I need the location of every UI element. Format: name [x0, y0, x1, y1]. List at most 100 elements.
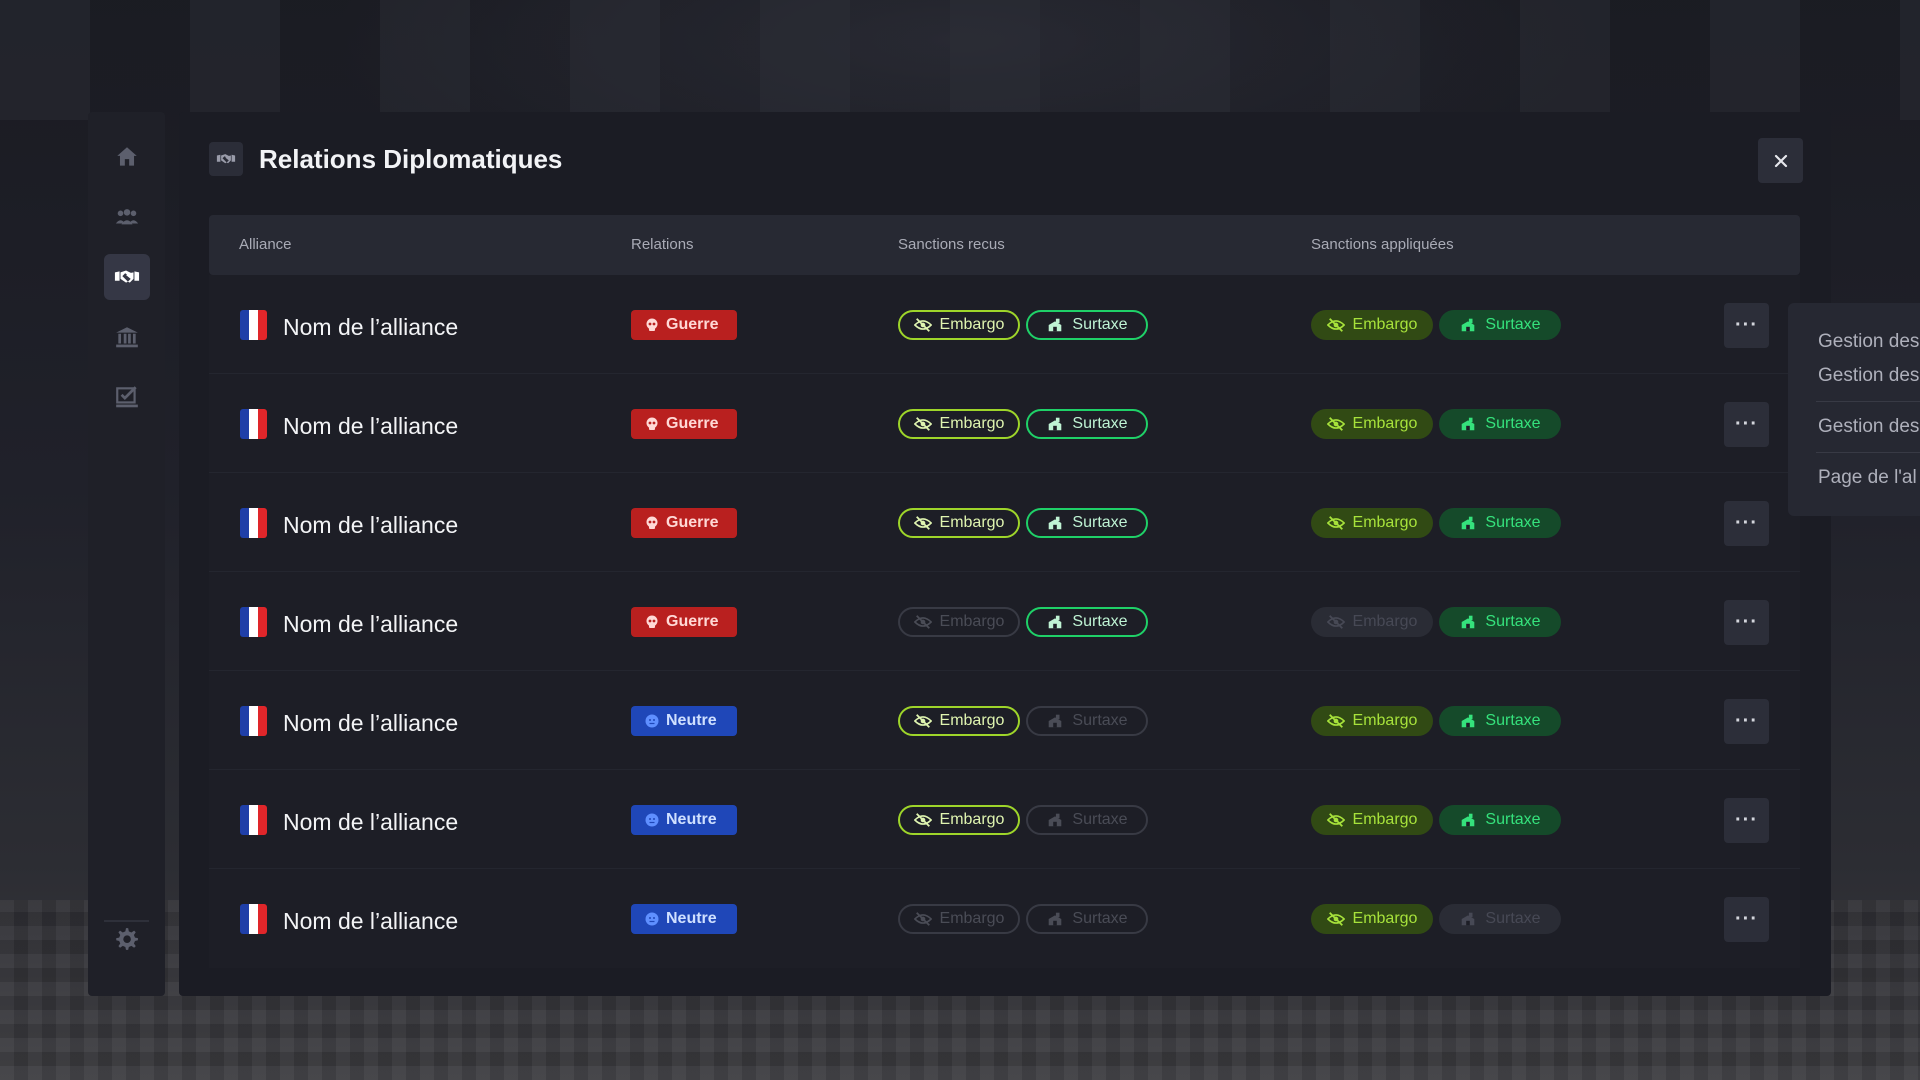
flag-icon: [240, 706, 267, 736]
handshake-icon: [216, 154, 236, 164]
relation-badge[interactable]: Neutre: [631, 706, 737, 736]
received-embargo-toggle[interactable]: Embargo: [898, 904, 1020, 934]
column-header-relations: Relations: [631, 236, 694, 253]
applied-surtaxe-toggle[interactable]: Surtaxe: [1439, 607, 1561, 637]
applied-surtaxe-toggle[interactable]: Surtaxe: [1439, 706, 1561, 736]
table-row: Nom de l’alliance Guerre Embargo Surtaxe…: [209, 275, 1800, 374]
more-options-button[interactable]: ···: [1724, 303, 1769, 348]
received-embargo-toggle[interactable]: Embargo: [898, 706, 1020, 736]
more-icon: ···: [1735, 413, 1758, 435]
sidebar-item-bank[interactable]: [104, 314, 150, 360]
more-options-button[interactable]: ···: [1724, 897, 1769, 942]
menu-item[interactable]: Page de l'al: [1818, 467, 1917, 488]
relation-badge[interactable]: Neutre: [631, 805, 737, 835]
menu-item[interactable]: Gestion des: [1818, 365, 1920, 386]
received-embargo-toggle[interactable]: Embargo: [898, 805, 1020, 835]
received-surtaxe-toggle[interactable]: Surtaxe: [1026, 310, 1148, 340]
received-surtaxe-toggle[interactable]: Surtaxe: [1026, 409, 1148, 439]
row-context-menu: Gestion des Gestion des Gestion des Page de…: [1788, 303, 1920, 516]
applied-embargo-toggle[interactable]: Embargo: [1311, 409, 1433, 439]
applied-embargo-toggle-label: Embargo: [1352, 415, 1418, 432]
relation-badge[interactable]: Neutre: [631, 904, 737, 934]
close-icon: [1774, 154, 1787, 167]
menu-item[interactable]: Gestion des: [1818, 416, 1920, 437]
tax-icon: [1049, 615, 1062, 629]
eye-off-icon: [913, 318, 932, 332]
received-surtaxe-toggle-label: Surtaxe: [1072, 415, 1128, 432]
header-icon-box: [209, 142, 243, 176]
received-embargo-toggle-label: Embargo: [939, 613, 1005, 630]
more-icon: ···: [1735, 314, 1758, 336]
applied-embargo-toggle[interactable]: Embargo: [1311, 508, 1433, 538]
received-surtaxe-toggle[interactable]: Surtaxe: [1026, 805, 1148, 835]
diplomacy-panel: Relations Diplomatiques Alliance Relatio…: [179, 112, 1831, 996]
menu-item[interactable]: Gestion des: [1818, 331, 1920, 352]
users-icon: [115, 209, 138, 225]
received-surtaxe-toggle[interactable]: Surtaxe: [1026, 607, 1148, 637]
table-row: Nom de l’alliance Guerre Embargo Surtaxe…: [209, 572, 1800, 671]
received-embargo-toggle[interactable]: Embargo: [898, 607, 1020, 637]
more-options-button[interactable]: ···: [1724, 699, 1769, 744]
more-options-button[interactable]: ···: [1724, 600, 1769, 645]
sidebar-item-tasks[interactable]: [104, 374, 150, 420]
relation-badge[interactable]: Guerre: [631, 508, 737, 538]
received-embargo-toggle[interactable]: Embargo: [898, 409, 1020, 439]
applied-embargo-toggle[interactable]: Embargo: [1311, 706, 1433, 736]
sidebar-item-diplomacy[interactable]: [103, 254, 150, 300]
tax-icon: [1462, 714, 1475, 728]
more-options-button[interactable]: ···: [1724, 501, 1769, 546]
more-options-button[interactable]: ···: [1724, 402, 1769, 447]
more-options-button[interactable]: ···: [1724, 798, 1769, 843]
applied-surtaxe-toggle[interactable]: Surtaxe: [1439, 310, 1561, 340]
skull-icon: [646, 417, 658, 430]
skull-icon: [646, 615, 658, 628]
sidebar-item-settings[interactable]: [103, 916, 149, 962]
relation-label: Guerre: [666, 514, 719, 531]
applied-surtaxe-toggle-label: Surtaxe: [1485, 811, 1541, 828]
check-box-icon: [115, 386, 138, 408]
gear-icon: [116, 928, 138, 950]
applied-surtaxe-toggle[interactable]: Surtaxe: [1439, 805, 1561, 835]
relation-label: Guerre: [666, 415, 719, 432]
applied-embargo-toggle-label: Embargo: [1352, 514, 1418, 531]
received-surtaxe-toggle[interactable]: Surtaxe: [1026, 904, 1148, 934]
applied-surtaxe-toggle[interactable]: Surtaxe: [1439, 904, 1561, 934]
flag-icon: [240, 607, 267, 637]
tax-icon: [1049, 714, 1062, 728]
applied-surtaxe-toggle[interactable]: Surtaxe: [1439, 409, 1561, 439]
applied-embargo-toggle[interactable]: Embargo: [1311, 904, 1433, 934]
relation-badge[interactable]: Guerre: [631, 310, 737, 340]
relation-label: Guerre: [666, 316, 719, 333]
received-embargo-toggle-label: Embargo: [939, 910, 1005, 927]
relation-badge[interactable]: Guerre: [631, 409, 737, 439]
received-embargo-toggle[interactable]: Embargo: [898, 508, 1020, 538]
received-embargo-toggle-label: Embargo: [939, 712, 1005, 729]
applied-embargo-toggle[interactable]: Embargo: [1311, 607, 1433, 637]
applied-surtaxe-toggle[interactable]: Surtaxe: [1439, 508, 1561, 538]
skull-icon: [646, 516, 658, 529]
menu-separator: [1816, 452, 1920, 453]
more-icon: ···: [1735, 611, 1758, 633]
flag-icon: [240, 508, 267, 538]
table-body: Nom de l’alliance Guerre Embargo Surtaxe…: [209, 275, 1800, 968]
received-surtaxe-toggle[interactable]: Surtaxe: [1026, 706, 1148, 736]
alliance-name: Nom de l’alliance: [283, 809, 459, 835]
received-embargo-toggle[interactable]: Embargo: [898, 310, 1020, 340]
more-icon: ···: [1735, 710, 1758, 732]
flag-icon: [240, 805, 267, 835]
received-surtaxe-toggle-label: Surtaxe: [1072, 514, 1128, 531]
relation-label: Neutre: [666, 811, 717, 828]
eye-off-icon: [1326, 912, 1345, 926]
relation-badge[interactable]: Guerre: [631, 607, 737, 637]
column-header-alliance: Alliance: [239, 236, 292, 253]
alliance-name: Nom de l’alliance: [283, 710, 459, 736]
bank-icon: [115, 327, 138, 348]
table-row: Nom de l’alliance Guerre Embargo Surtaxe…: [209, 473, 1800, 572]
close-button[interactable]: [1758, 138, 1803, 183]
sidebar-item-users[interactable]: [104, 194, 150, 240]
received-surtaxe-toggle[interactable]: Surtaxe: [1026, 508, 1148, 538]
sidebar-item-home[interactable]: [104, 134, 150, 180]
received-surtaxe-toggle-label: Surtaxe: [1072, 712, 1128, 729]
applied-embargo-toggle[interactable]: Embargo: [1311, 805, 1433, 835]
applied-embargo-toggle[interactable]: Embargo: [1311, 310, 1433, 340]
